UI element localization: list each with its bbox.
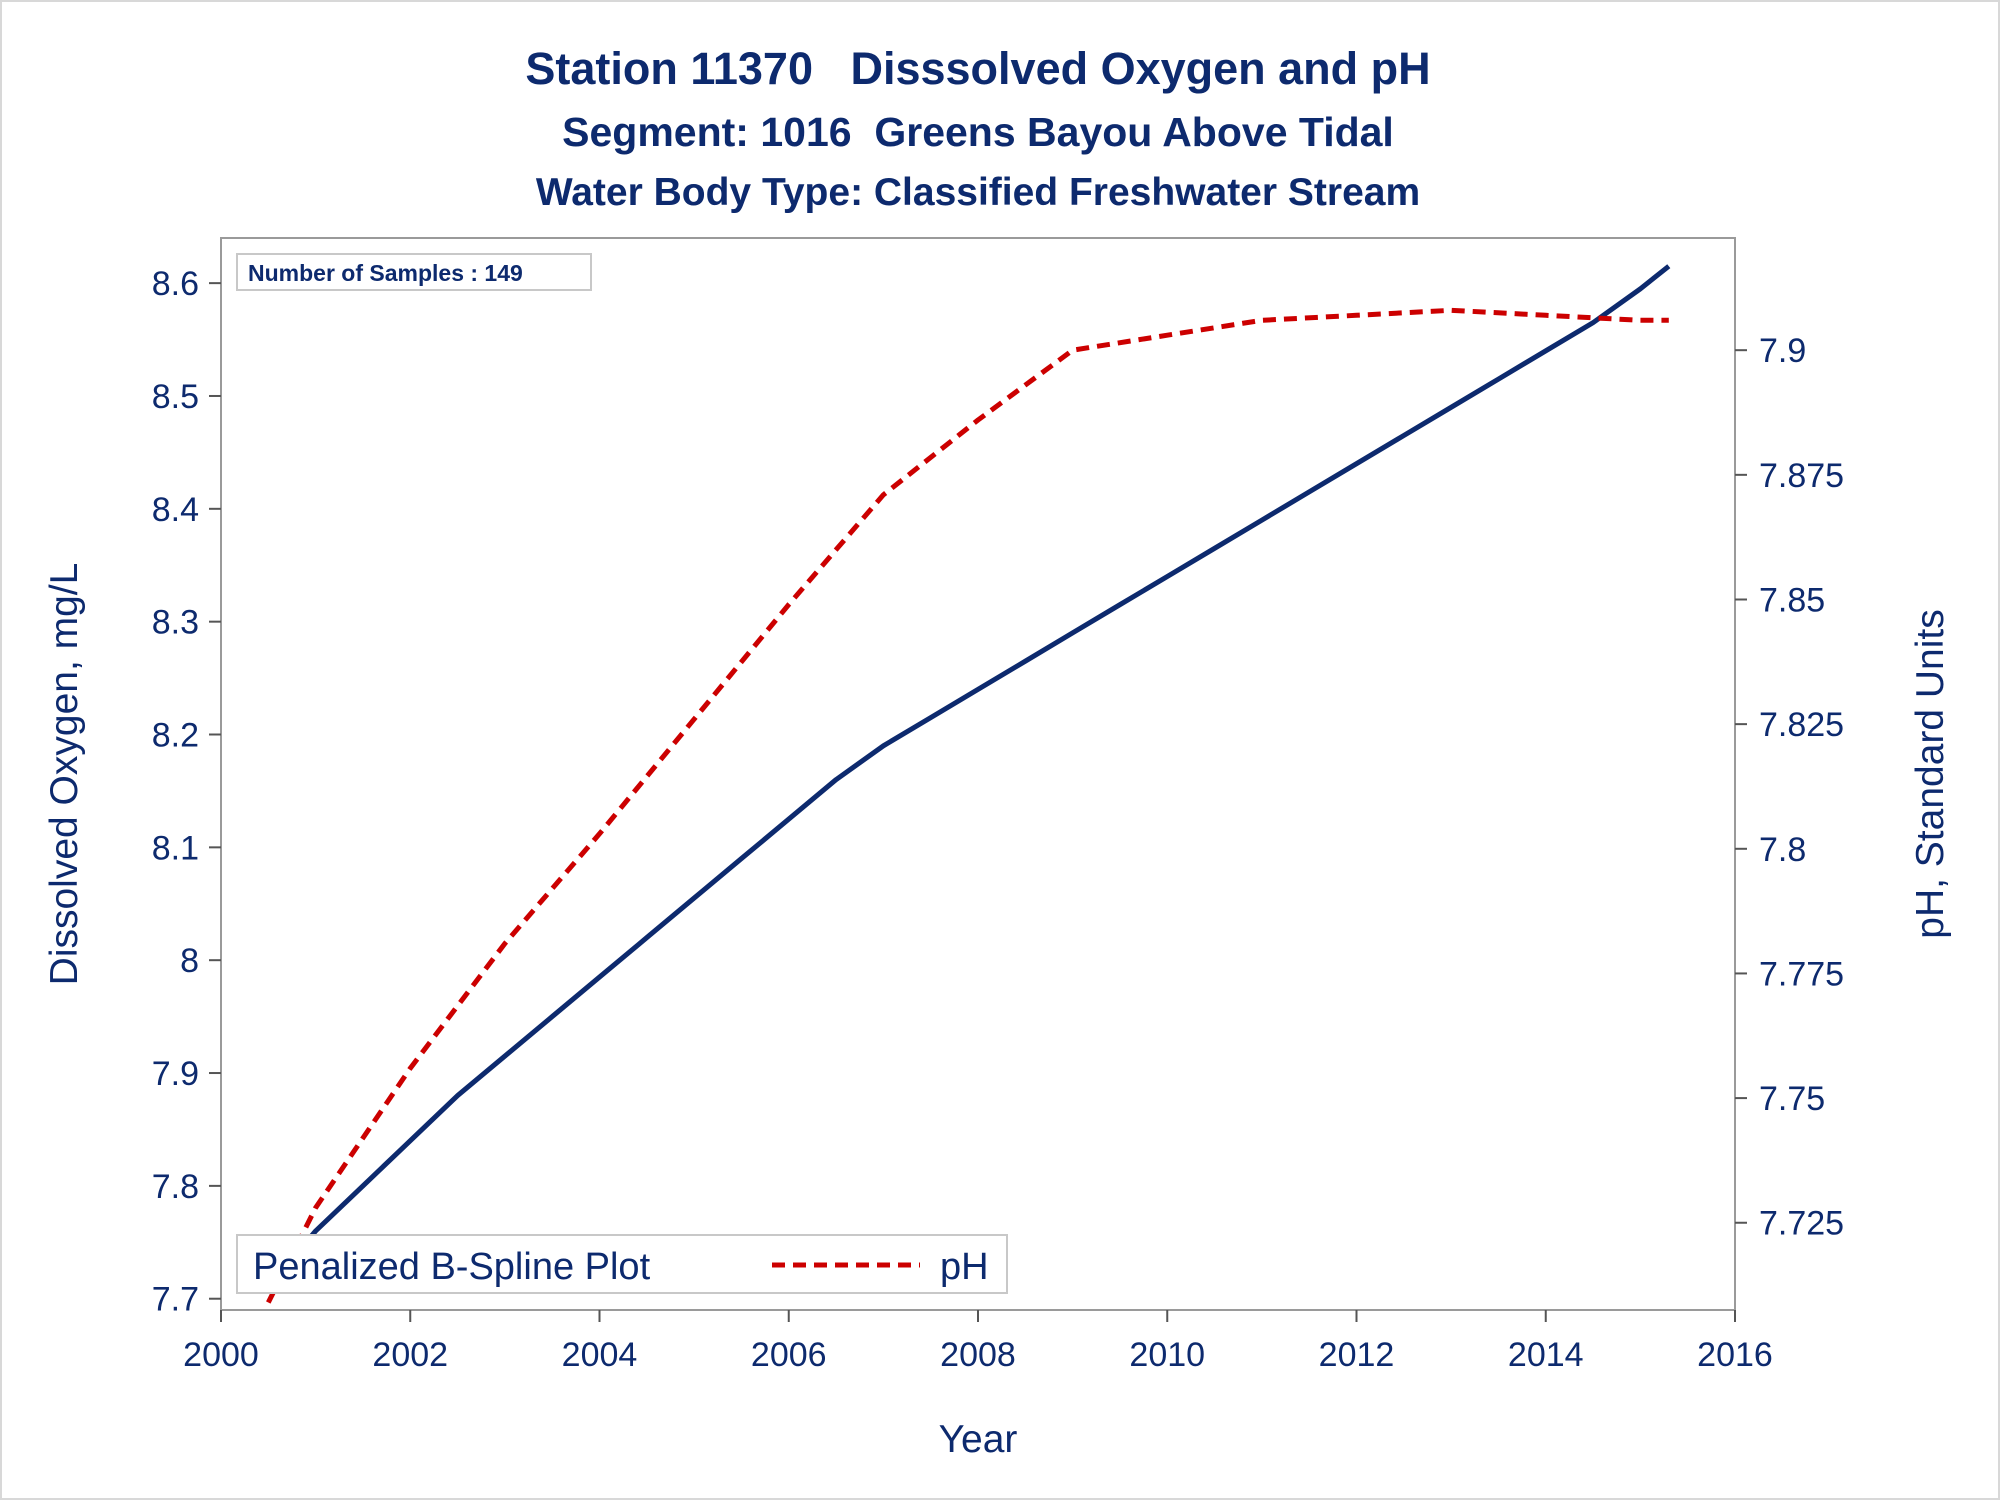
y2-tick-label: 7.8 [1759,831,1806,869]
x-tick-label: 2008 [940,1336,1016,1374]
x-tick-label: 2002 [372,1336,448,1374]
sample-count-box: Number of Samples : 149 [236,253,592,291]
sample-count-text: Number of Samples : 149 [248,260,523,286]
y2-tick-label: 7.875 [1759,457,1844,495]
plot-area [220,237,1736,1311]
y2-tick-label: 7.75 [1759,1080,1825,1118]
y2-tick-label: 7.775 [1759,955,1844,993]
x-tick-label: 2006 [751,1336,827,1374]
y-tick-label: 8.2 [152,717,199,755]
chart-subtitle-2: Water Body Type: Classified Freshwater S… [536,171,1420,214]
y-axis-label: Dissolved Oxygen, mg/L [43,563,86,986]
y-tick-label: 8.4 [152,491,199,529]
y-tick-label: 8.1 [152,829,199,867]
x-tick-label: 2012 [1319,1336,1395,1374]
legend: Penalized B-Spline Plot pH [236,1234,1008,1294]
y2-tick-label: 7.725 [1759,1205,1844,1243]
x-tick-label: 2010 [1129,1336,1205,1374]
axes: 2000 2002 2004 2006 2008 2010 2012 2014 20167.77… [152,265,1844,1374]
series-layer [266,264,1671,1304]
sample-count-border [236,253,592,291]
y-tick-label: 8.3 [152,604,199,642]
y-tick-label: 7.8 [152,1168,199,1206]
y-tick-label: 7.9 [152,1055,199,1093]
y2-axis-label: pH, Standard Units [1909,609,1952,939]
y2-tick-label: 7.85 [1759,581,1825,619]
y-tick-label: 8.5 [152,378,199,416]
series-line-dissolved-oxygen [275,264,1671,1278]
series-line-ph [266,307,1669,1304]
y-tick-label: 8 [180,942,199,980]
y2-tick-label: 7.825 [1759,706,1844,744]
x-tick-label: 2000 [183,1336,259,1374]
legend-label-ph: pH [940,1246,989,1288]
legend-title: Penalized B-Spline Plot [253,1246,651,1288]
y2-tick-label: 7.9 [1759,332,1806,370]
x-axis-label: Year [939,1418,1018,1461]
x-tick-label: 2014 [1508,1336,1584,1374]
x-tick-label: 2016 [1697,1336,1773,1374]
chart-subtitle: Segment: 1016 Greens Bayou Above Tidal [562,109,1394,155]
x-tick-label: 2004 [562,1336,638,1374]
y-tick-label: 7.7 [152,1281,199,1319]
y-tick-label: 8.6 [152,265,199,303]
chart-title: Station 11370 Disssolved Oxygen and pH [525,43,1430,94]
